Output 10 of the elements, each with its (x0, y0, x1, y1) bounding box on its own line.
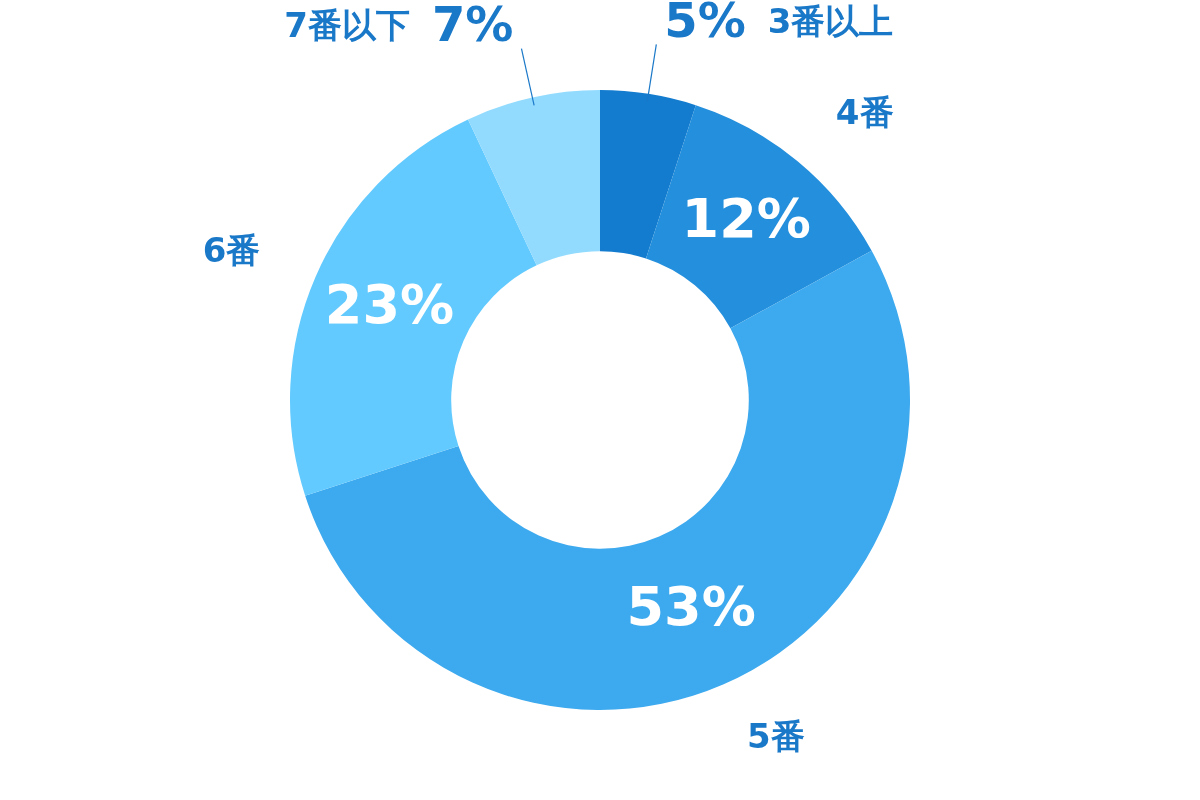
data-label: 53% (626, 574, 756, 638)
data-label: 5% (664, 0, 746, 48)
slice-label: 3番以上 (767, 1, 894, 42)
slice-label: 4番 (835, 91, 894, 132)
slice-label: 5番 (746, 716, 805, 757)
slice-label: 6番 (202, 229, 261, 270)
data-label: 23% (324, 272, 455, 336)
slice-label: 7番以下 (284, 5, 410, 46)
data-label: 12% (681, 187, 811, 251)
data-label: 7% (431, 0, 514, 53)
